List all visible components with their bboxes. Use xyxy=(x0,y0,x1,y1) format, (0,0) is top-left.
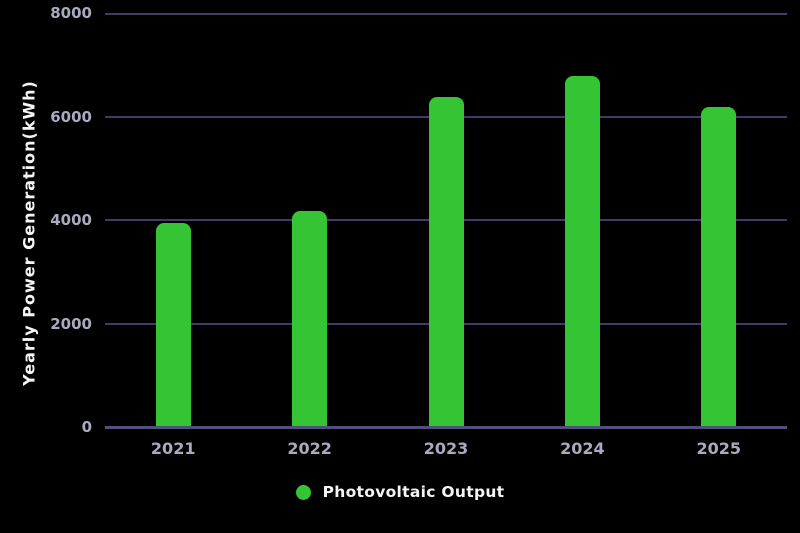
plot-area xyxy=(105,13,787,427)
bar-2022 xyxy=(292,210,328,427)
y-tick-label-2000: 2000 xyxy=(50,314,92,333)
x-tick-label-2025: 2025 xyxy=(696,439,742,458)
x-tick-label-2023: 2023 xyxy=(423,439,469,458)
bar-2024 xyxy=(564,76,600,427)
y-tick-label-8000: 8000 xyxy=(50,4,92,22)
x-axis-line xyxy=(105,426,787,429)
y-axis-title: Yearly Power Generation(kWh) xyxy=(19,80,39,386)
bar-2023 xyxy=(428,96,464,427)
gridline-8000 xyxy=(105,13,787,15)
legend[interactable]: Photovoltaic Output xyxy=(0,482,800,502)
x-tick-label-2022: 2022 xyxy=(287,439,332,458)
x-tick-label-2024: 2024 xyxy=(560,439,605,458)
bar-2021 xyxy=(155,222,191,427)
bar-2025 xyxy=(701,106,737,427)
legend-dot-icon xyxy=(295,484,311,500)
y-tick-label-6000: 6000 xyxy=(50,107,92,126)
y-tick-label-4000: 4000 xyxy=(50,211,92,229)
y-tick-label-0: 0 xyxy=(81,418,92,436)
legend-series-label: Photovoltaic Output xyxy=(322,483,505,501)
x-tick-label-2021: 2021 xyxy=(150,439,196,458)
